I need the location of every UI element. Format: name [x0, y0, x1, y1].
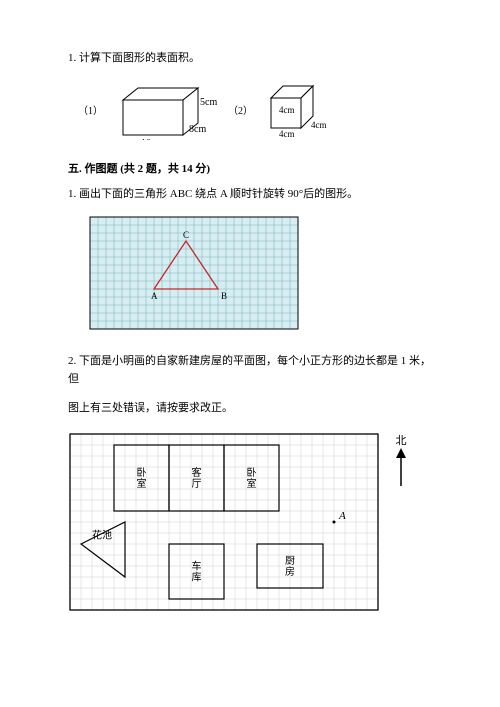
svg-text:A: A — [338, 510, 346, 522]
svg-text:卧: 卧 — [137, 466, 147, 479]
svg-text:B: B — [221, 291, 227, 301]
cube-d-label: 4cm — [311, 120, 327, 130]
cube-figure: 4cm 4cm 4cm — [263, 80, 333, 140]
triangle-grid-figure: A B C — [88, 215, 300, 331]
s5q2-line2: 图上有三处错误，请按要求改正。 — [68, 400, 435, 418]
floorplan-figure: 卧室客厅卧室车库厨房花池A — [68, 432, 380, 612]
svg-text:卧: 卧 — [247, 466, 257, 479]
q1-fig1-label: （1） — [78, 102, 103, 117]
svg-text:花池: 花池 — [92, 528, 112, 541]
q1-figures: （1） 5cm 8cm 10cm （2） 4cm 4cm 4cm — [78, 80, 435, 140]
section5-title: 五. 作图题 (共 2 题，共 14 分) — [68, 160, 435, 176]
svg-text:C: C — [183, 230, 189, 240]
q1-text: 1. 计算下面图形的表面积。 — [68, 50, 435, 68]
s5q2-line1: 2. 下面是小明画的自家新建房屋的平面图，每个小正方形的边长都是 1 米，但 — [68, 353, 435, 388]
prism-w-label: 10cm — [141, 138, 163, 140]
prism-h-label: 5cm — [200, 97, 217, 108]
svg-text:室: 室 — [247, 477, 257, 490]
svg-text:客: 客 — [192, 466, 202, 479]
svg-text:房: 房 — [285, 565, 295, 578]
svg-text:厅: 厅 — [192, 479, 202, 490]
prism-figure: 5cm 8cm 10cm — [113, 80, 218, 140]
svg-text:A: A — [151, 291, 158, 301]
prism-d-label: 8cm — [189, 124, 206, 135]
cube-h-label: 4cm — [279, 105, 295, 115]
svg-text:车: 车 — [192, 559, 202, 572]
north-indicator: 北 — [394, 432, 408, 491]
q1-fig2-label: （2） — [228, 102, 253, 117]
svg-text:室: 室 — [137, 477, 147, 490]
north-arrow-icon — [394, 448, 408, 488]
s5q1-text: 1. 画出下面的三角形 ABC 绕点 A 顺时针旋转 90°后的图形。 — [68, 186, 435, 204]
north-label: 北 — [394, 432, 408, 448]
cube-w-label: 4cm — [279, 129, 295, 139]
svg-text:库: 库 — [192, 570, 202, 583]
svg-text:厨: 厨 — [285, 555, 295, 567]
